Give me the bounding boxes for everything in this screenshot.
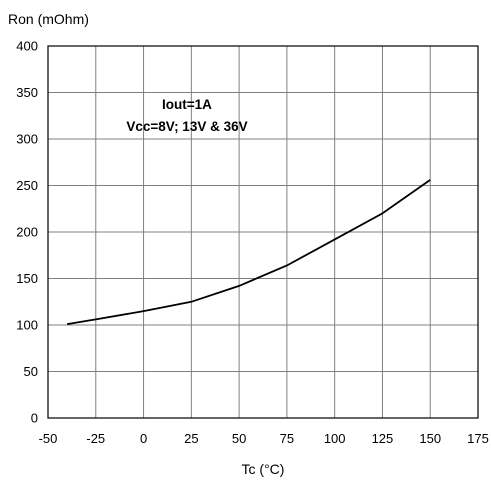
x-tick-label: 0 [140,431,147,446]
x-tick-label: 150 [419,431,441,446]
y-tick-label: 400 [16,39,38,54]
series-layer [66,179,431,325]
x-tick-labels: -50 -25 0 25 50 75 100 125 150 175 [39,431,489,446]
grid-lines [48,46,478,418]
series-line [66,179,431,325]
y-tick-labels: 0 50 100 150 200 250 300 350 400 [16,39,38,426]
x-tick-label: 175 [467,431,489,446]
y-tick-label: 250 [16,178,38,193]
x-tick-label: 50 [232,431,246,446]
y-tick-label: 0 [31,411,38,426]
y-tick-label: 50 [24,364,38,379]
y-axis-title: Ron (mOhm) [8,11,89,27]
x-tick-label: -50 [39,431,58,446]
annotation-iout: Iout=1A [162,97,212,112]
x-tick-label: 125 [372,431,394,446]
y-tick-label: 100 [16,318,38,333]
y-tick-label: 350 [16,85,38,100]
x-tick-label: 25 [184,431,198,446]
x-tick-label: 75 [280,431,294,446]
x-axis-title: Tc (°C) [242,461,285,477]
y-tick-label: 200 [16,225,38,240]
annotation-vcc: Vcc=8V; 13V & 36V [126,119,247,134]
x-tick-label: 100 [324,431,346,446]
y-tick-label: 300 [16,132,38,147]
x-tick-label: -25 [86,431,105,446]
plot-frame [47,45,479,419]
y-tick-label: 150 [16,271,38,286]
